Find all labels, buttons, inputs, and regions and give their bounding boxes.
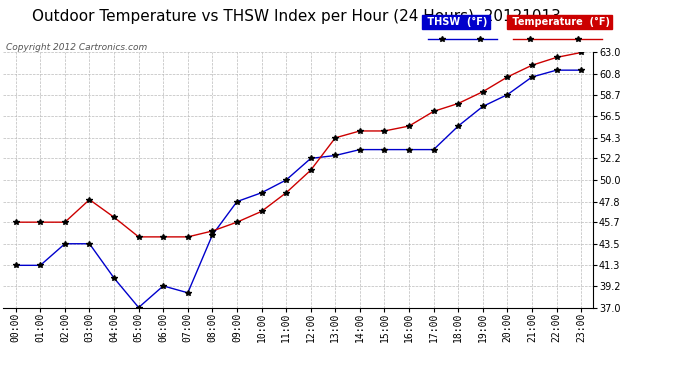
Text: Copyright 2012 Cartronics.com: Copyright 2012 Cartronics.com — [6, 43, 147, 52]
Text: THSW  (°F): THSW (°F) — [424, 17, 488, 27]
Text: Temperature  (°F): Temperature (°F) — [509, 17, 610, 27]
Text: Outdoor Temperature vs THSW Index per Hour (24 Hours)  20121013: Outdoor Temperature vs THSW Index per Ho… — [32, 9, 561, 24]
